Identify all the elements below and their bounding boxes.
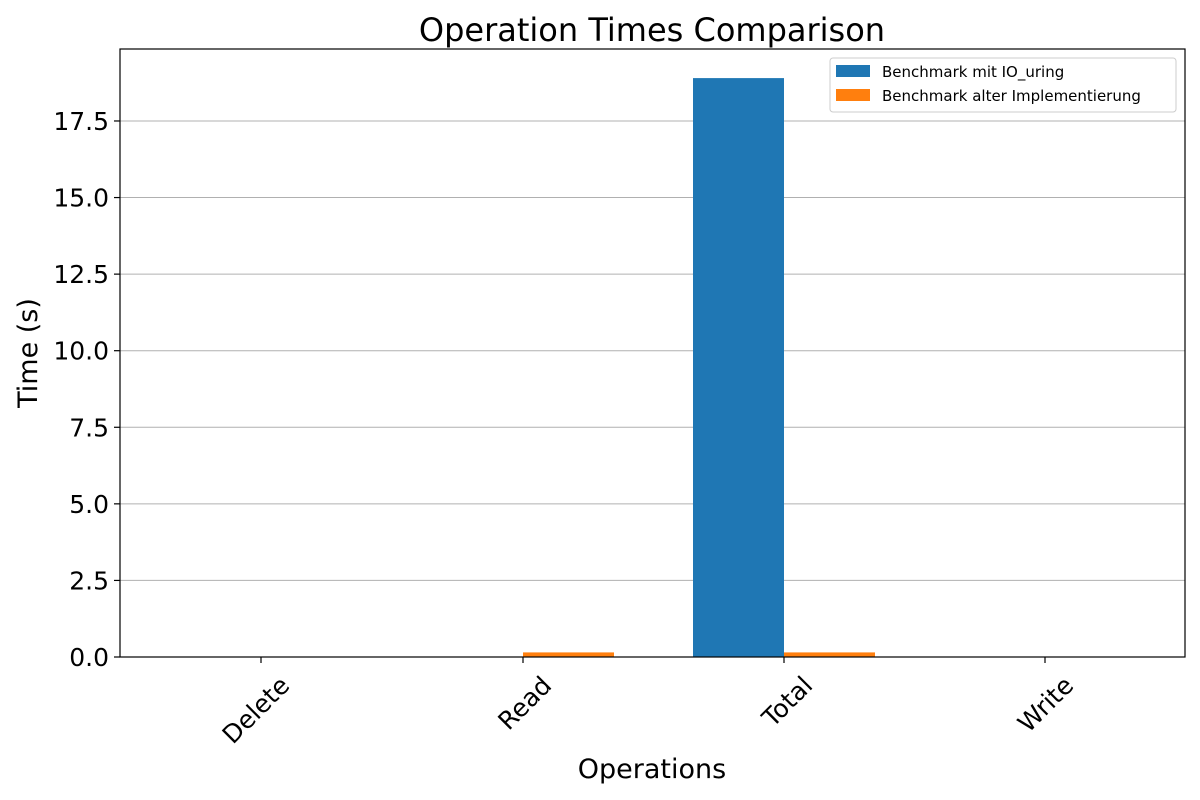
y-axis-label: Time (s)	[13, 298, 44, 409]
legend: Benchmark mit IO_uring Benchmark alter I…	[829, 57, 1177, 113]
legend-frame	[829, 57, 1177, 113]
bar-series-2-read	[523, 652, 614, 657]
bar-series-2-total	[784, 652, 875, 657]
plot-frame	[119, 48, 1186, 658]
x-axis-label: Operations	[578, 754, 726, 785]
y-tick-label: 2.5	[69, 566, 109, 595]
y-tick-label: 10.0	[53, 337, 109, 366]
y-tick-label: 5.0	[69, 490, 109, 519]
y-tick-label: 7.5	[69, 413, 109, 442]
bar-series-1-total	[693, 78, 784, 657]
y-tick-label: 15.0	[53, 184, 109, 213]
legend-swatch-series-1	[836, 65, 870, 77]
grid-lines	[120, 120, 1185, 581]
x-tick-label: Total	[756, 671, 819, 734]
legend-label-series-2: Benchmark alter Implementierung	[882, 87, 1141, 105]
y-axis-ticks: 0.0 2.5 5.0 7.5 10.0 12.5 15.0 17.5	[53, 107, 120, 672]
x-tick-label: Delete	[217, 671, 296, 750]
y-tick-label: 12.5	[53, 260, 109, 289]
y-tick-label: 17.5	[53, 107, 109, 136]
legend-swatch-series-2	[836, 89, 870, 101]
chart-title: Operation Times Comparison	[419, 11, 885, 49]
x-axis-ticks: Delete Read Total Write	[217, 657, 1079, 750]
legend-label-series-1: Benchmark mit IO_uring	[882, 63, 1064, 82]
bars	[523, 78, 875, 657]
x-tick-label: Write	[1012, 671, 1079, 738]
y-tick-label: 0.0	[69, 643, 109, 672]
x-tick-label: Read	[492, 671, 557, 736]
